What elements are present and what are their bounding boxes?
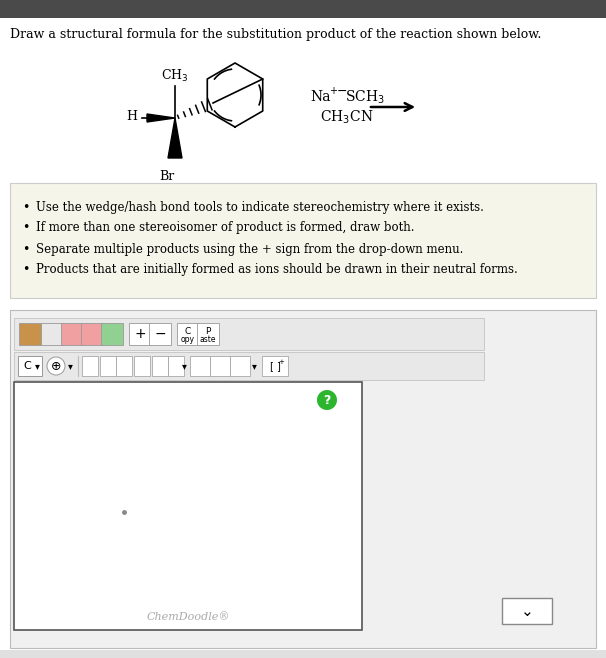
Text: C: C — [185, 328, 191, 336]
Text: CH$_3$: CH$_3$ — [161, 68, 188, 84]
Bar — [116, 356, 132, 376]
Polygon shape — [168, 118, 182, 158]
Bar — [168, 356, 184, 376]
Text: +: + — [329, 86, 337, 96]
Text: ▾: ▾ — [67, 361, 73, 371]
Bar — [149, 323, 171, 345]
Text: Draw a structural formula for the substitution product of the reaction shown bel: Draw a structural formula for the substi… — [10, 28, 541, 41]
Text: Use the wedge/hash bond tools to indicate stereochemistry where it exists.: Use the wedge/hash bond tools to indicat… — [36, 201, 484, 213]
Bar — [0, 650, 606, 658]
Text: •: • — [22, 263, 30, 276]
Bar — [101, 323, 123, 345]
Bar — [81, 323, 103, 345]
Bar — [197, 323, 219, 345]
Text: P: P — [205, 328, 211, 336]
Text: Products that are initially formed as ions should be drawn in their neutral form: Products that are initially formed as io… — [36, 263, 518, 276]
Text: SCH$_3$: SCH$_3$ — [345, 88, 385, 106]
Text: Na: Na — [310, 90, 330, 104]
Bar — [262, 356, 288, 376]
Bar — [19, 323, 41, 345]
Text: [ ]: [ ] — [270, 361, 281, 371]
Bar — [230, 356, 250, 376]
Bar — [61, 323, 83, 345]
Text: If more than one stereoisomer of product is formed, draw both.: If more than one stereoisomer of product… — [36, 222, 415, 234]
Text: CH$_3$CN: CH$_3$CN — [320, 109, 373, 126]
Text: ⊕: ⊕ — [51, 359, 61, 372]
Bar — [82, 356, 98, 376]
Bar — [41, 323, 63, 345]
Text: +: + — [134, 327, 146, 341]
Text: ChemDoodle®: ChemDoodle® — [146, 612, 230, 622]
Text: Separate multiple products using the + sign from the drop-down menu.: Separate multiple products using the + s… — [36, 243, 464, 255]
Bar — [14, 352, 484, 380]
Text: opy: opy — [181, 334, 195, 343]
Bar — [134, 356, 150, 376]
Text: +: + — [278, 359, 284, 365]
Bar — [129, 323, 151, 345]
Text: −: − — [337, 84, 347, 97]
Bar — [177, 323, 199, 345]
Bar — [14, 318, 484, 350]
Bar — [18, 356, 42, 376]
Bar — [190, 356, 210, 376]
Bar — [0, 0, 606, 18]
Text: ▾: ▾ — [35, 361, 39, 371]
Text: H: H — [126, 109, 137, 122]
Bar — [210, 356, 230, 376]
Bar — [100, 356, 116, 376]
Bar — [14, 382, 362, 630]
Text: ?: ? — [324, 393, 331, 407]
Text: •: • — [22, 222, 30, 234]
Text: aste: aste — [200, 334, 216, 343]
Bar — [364, 382, 580, 630]
Circle shape — [47, 357, 65, 375]
Text: •: • — [22, 243, 30, 255]
Bar — [502, 598, 552, 624]
Text: Br: Br — [159, 170, 175, 183]
Bar — [152, 356, 168, 376]
Bar — [10, 310, 596, 648]
Text: •: • — [22, 201, 30, 213]
Circle shape — [317, 390, 337, 410]
Polygon shape — [147, 114, 175, 122]
Text: ▾: ▾ — [251, 361, 256, 371]
Text: C: C — [23, 361, 31, 371]
Text: ▾: ▾ — [182, 361, 187, 371]
Bar — [10, 183, 596, 298]
Text: −: − — [154, 327, 166, 341]
Text: ⌄: ⌄ — [521, 603, 533, 619]
